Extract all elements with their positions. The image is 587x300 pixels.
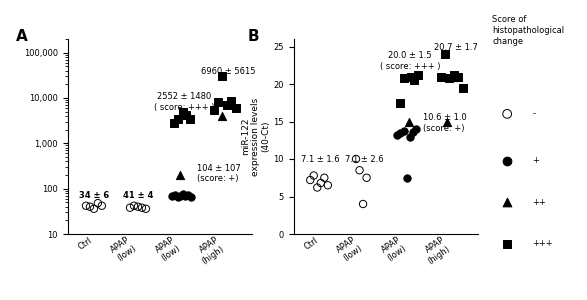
- Point: [170, 193, 180, 197]
- Y-axis label: miR-122
expression levels
(40-Ct): miR-122 expression levels (40-Ct): [241, 98, 271, 176]
- Text: 2552 ± 1480
( score: +++ ): 2552 ± 1480 ( score: +++ ): [154, 92, 214, 112]
- Point: [445, 76, 454, 80]
- Text: 41 ± 4: 41 ± 4: [123, 191, 153, 200]
- Point: [85, 204, 95, 209]
- Point: [440, 52, 450, 56]
- Point: [406, 74, 416, 79]
- Text: +++: +++: [532, 239, 553, 248]
- Point: [408, 130, 417, 134]
- Point: [449, 73, 458, 77]
- Point: [141, 206, 150, 211]
- Text: +: +: [532, 156, 539, 165]
- Point: [309, 173, 318, 178]
- Point: [178, 192, 188, 197]
- Point: [362, 175, 372, 180]
- Point: [448, 74, 458, 79]
- Point: [222, 103, 231, 107]
- Point: [217, 114, 227, 118]
- Point: [319, 175, 329, 180]
- Point: [181, 194, 190, 199]
- Point: [183, 193, 193, 197]
- Point: [133, 204, 143, 209]
- Text: Score of
histopathological
change: Score of histopathological change: [492, 14, 564, 46]
- Text: 7.1 ± 2.6: 7.1 ± 2.6: [345, 155, 383, 164]
- Point: [185, 116, 195, 121]
- Point: [126, 205, 135, 210]
- Point: [400, 76, 409, 80]
- Point: [81, 203, 91, 208]
- Text: -: -: [532, 110, 535, 118]
- Point: [323, 183, 332, 188]
- Point: [399, 128, 409, 133]
- Point: [442, 119, 451, 124]
- Point: [405, 134, 414, 139]
- Point: [436, 74, 446, 79]
- Point: [355, 168, 364, 172]
- Point: [218, 74, 227, 79]
- Point: [393, 133, 402, 137]
- Text: 7.1 ± 1.6: 7.1 ± 1.6: [301, 155, 339, 164]
- Point: [169, 121, 178, 125]
- Point: [178, 109, 188, 114]
- Point: [93, 201, 103, 206]
- Point: [316, 181, 325, 185]
- Point: [404, 119, 413, 124]
- Point: [175, 172, 184, 177]
- Point: [411, 127, 420, 131]
- Point: [312, 185, 322, 190]
- Point: [168, 194, 177, 199]
- Point: [396, 130, 405, 135]
- Point: [395, 100, 404, 105]
- Point: [176, 193, 185, 198]
- Point: [227, 99, 236, 103]
- Point: [173, 195, 182, 200]
- Point: [402, 175, 411, 180]
- Point: [358, 202, 367, 206]
- Text: B: B: [247, 29, 259, 44]
- Text: 104 ± 107
(score: +): 104 ± 107 (score: +): [197, 164, 241, 184]
- Text: ++: ++: [532, 198, 546, 207]
- Text: 6960 ± 5615: 6960 ± 5615: [201, 68, 255, 76]
- Point: [305, 178, 315, 182]
- Point: [231, 106, 241, 110]
- Point: [174, 116, 183, 121]
- Point: [209, 107, 218, 112]
- Text: A: A: [16, 29, 28, 44]
- Text: 10.6 ± 1.0
(score: +): 10.6 ± 1.0 (score: +): [423, 113, 467, 133]
- Point: [182, 113, 191, 118]
- Point: [351, 157, 360, 161]
- Text: 20.0 ± 1.5
( score: +++ ): 20.0 ± 1.5 ( score: +++ ): [380, 51, 440, 70]
- Text: 34 ± 6: 34 ± 6: [79, 191, 109, 200]
- Point: [214, 100, 223, 105]
- Point: [129, 203, 139, 208]
- Point: [410, 78, 419, 82]
- Text: 20.7 ± 1.7: 20.7 ± 1.7: [434, 43, 478, 52]
- Point: [458, 85, 467, 90]
- Point: [413, 73, 422, 77]
- Point: [453, 74, 463, 79]
- Point: [89, 206, 99, 211]
- Point: [137, 205, 147, 210]
- Point: [97, 203, 107, 208]
- Point: [186, 195, 195, 200]
